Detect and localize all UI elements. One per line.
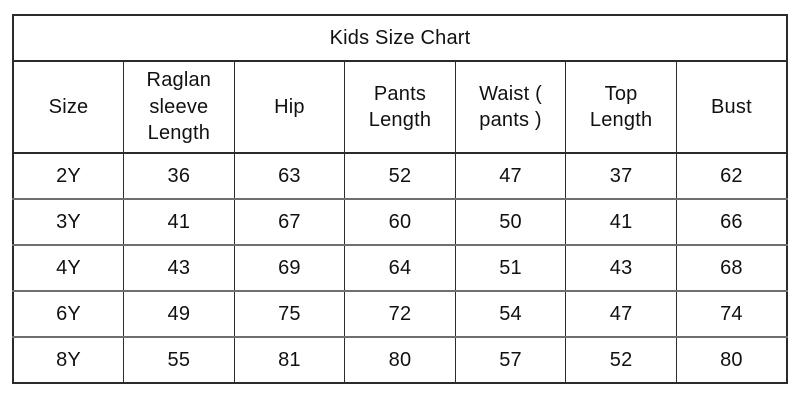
cell-bust: 62 [675, 152, 788, 200]
cell-waist-pants: 47 [454, 152, 567, 200]
cell-top-length: 43 [565, 244, 677, 292]
cell-size: 3Y [12, 198, 125, 246]
table-row-2y: 2Y 36 63 52 47 37 62 [12, 152, 788, 200]
table-row-4y: 4Y 43 69 64 51 43 68 [12, 244, 788, 292]
column-header-size: Size [12, 60, 125, 154]
cell-top-length: 37 [565, 152, 677, 200]
cell-bust: 74 [675, 290, 788, 338]
cell-raglan-sleeve-length: 55 [123, 336, 235, 384]
cell-bust: 66 [675, 198, 788, 246]
cell-pants-length: 80 [344, 336, 456, 384]
cell-size: 2Y [12, 152, 125, 200]
table-row-3y: 3Y 41 67 60 50 41 66 [12, 198, 788, 246]
column-header-bust: Bust [675, 60, 788, 154]
cell-pants-length: 60 [344, 198, 456, 246]
cell-bust: 80 [675, 336, 788, 384]
kids-size-chart-table: Kids Size Chart Size Raglan sleeve Lengt… [12, 14, 788, 384]
cell-size: 4Y [12, 244, 125, 292]
cell-size: 6Y [12, 290, 125, 338]
column-header-hip: Hip [233, 60, 346, 154]
table-row-8y: 8Y 55 81 80 57 52 80 [12, 336, 788, 384]
cell-raglan-sleeve-length: 49 [123, 290, 235, 338]
cell-hip: 69 [233, 244, 346, 292]
column-header-pants-length: Pants Length [344, 60, 456, 154]
cell-pants-length: 72 [344, 290, 456, 338]
cell-raglan-sleeve-length: 36 [123, 152, 235, 200]
cell-pants-length: 52 [344, 152, 456, 200]
cell-waist-pants: 54 [454, 290, 567, 338]
table-title-row: Kids Size Chart [12, 14, 788, 62]
cell-top-length: 47 [565, 290, 677, 338]
cell-raglan-sleeve-length: 41 [123, 198, 235, 246]
cell-top-length: 52 [565, 336, 677, 384]
table-title: Kids Size Chart [12, 14, 788, 62]
size-chart-container: Kids Size Chart Size Raglan sleeve Lengt… [12, 14, 788, 384]
cell-raglan-sleeve-length: 43 [123, 244, 235, 292]
column-header-top-length: Top Length [565, 60, 677, 154]
cell-hip: 81 [233, 336, 346, 384]
cell-hip: 63 [233, 152, 346, 200]
cell-waist-pants: 57 [454, 336, 567, 384]
cell-pants-length: 64 [344, 244, 456, 292]
cell-waist-pants: 50 [454, 198, 567, 246]
column-header-waist-pants: Waist ( pants ) [454, 60, 567, 154]
cell-top-length: 41 [565, 198, 677, 246]
column-header-raglan-sleeve-length: Raglan sleeve Length [123, 60, 235, 154]
cell-bust: 68 [675, 244, 788, 292]
cell-hip: 67 [233, 198, 346, 246]
cell-waist-pants: 51 [454, 244, 567, 292]
table-row-6y: 6Y 49 75 72 54 47 74 [12, 290, 788, 338]
cell-size: 8Y [12, 336, 125, 384]
table-header-row: Size Raglan sleeve Length Hip Pants Leng… [12, 60, 788, 154]
cell-hip: 75 [233, 290, 346, 338]
